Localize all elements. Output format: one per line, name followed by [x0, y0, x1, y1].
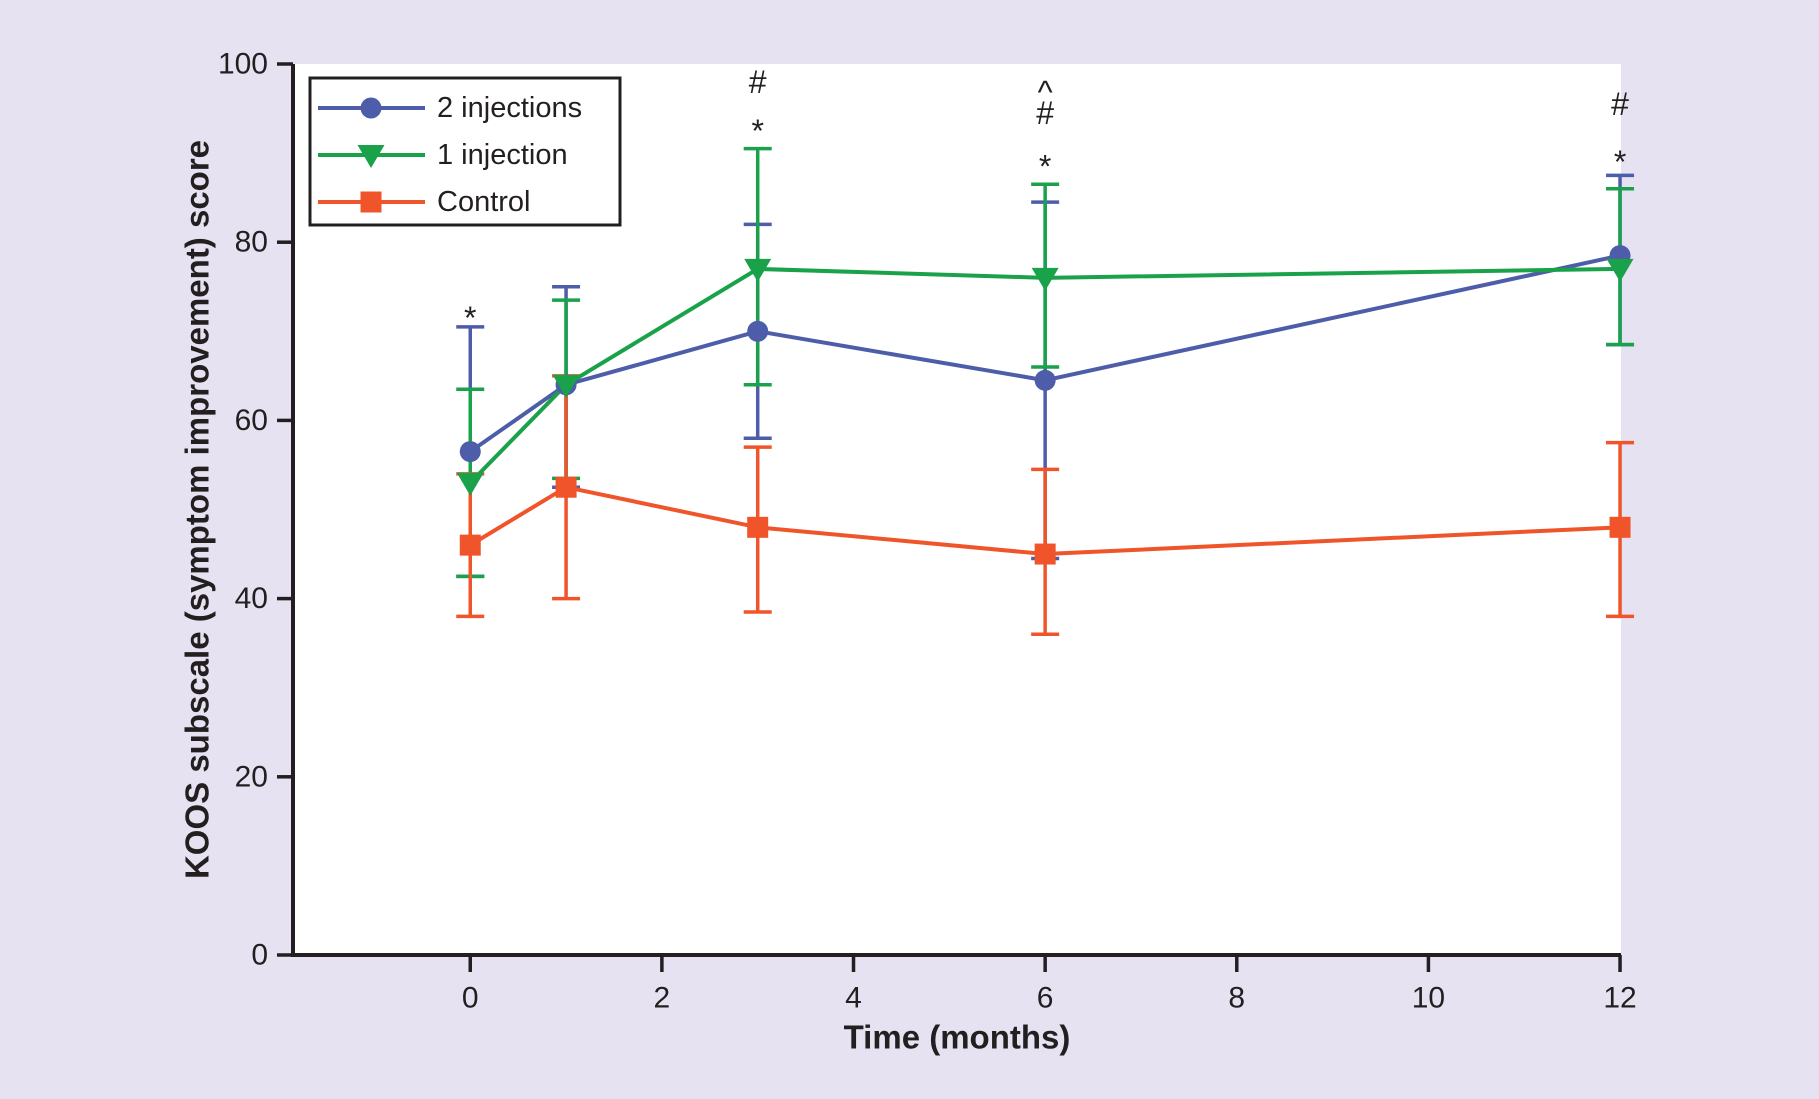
square-marker: [555, 476, 577, 498]
triangle-down-marker: [1606, 258, 1634, 282]
x-tick-label: 8: [1228, 982, 1245, 1015]
series-markers-control: [459, 476, 1631, 565]
legend-label: Control: [437, 186, 531, 218]
significance-caret: ^: [1038, 74, 1053, 110]
circle-marker: [1034, 369, 1056, 391]
y-tick-label: 60: [235, 404, 268, 437]
triangle-down-marker: [744, 258, 772, 282]
significance-asterisk: *: [1614, 144, 1626, 180]
circle-marker: [459, 441, 481, 463]
x-tick-label: 2: [654, 982, 671, 1015]
y-tick-label: 0: [251, 939, 268, 972]
circle-marker: [747, 320, 769, 342]
legend: 2 injections 1 injection Control: [308, 76, 622, 227]
square-marker: [459, 534, 481, 556]
significance-asterisk: *: [1039, 149, 1051, 185]
significance-hash: #: [1611, 86, 1629, 122]
x-axis-ticks: 0 2 4 6 8 10 12: [462, 955, 1637, 1015]
x-tick-label: 10: [1412, 982, 1445, 1015]
significance-annotations: *#*^#*#*: [464, 64, 1629, 336]
y-axis-title: KOOS subscale (symptom improvement) scor…: [179, 140, 216, 879]
legend-item-1-injection: 1 injection: [318, 139, 568, 171]
triangle-down-marker: [552, 374, 580, 398]
y-tick-label: 100: [218, 48, 268, 81]
triangle-down-marker: [456, 472, 484, 496]
x-tick-label: 12: [1603, 982, 1636, 1015]
legend-label: 1 injection: [437, 139, 568, 171]
square-marker: [1034, 543, 1056, 565]
square-marker: [1609, 516, 1631, 538]
triangle-down-marker: [1031, 267, 1059, 291]
y-tick-label: 20: [235, 760, 268, 793]
significance-asterisk: *: [464, 300, 476, 336]
legend-label: 2 injections: [437, 92, 582, 124]
square-marker: [360, 191, 382, 213]
y-axis-ticks: 0 20 40 60 80 100: [218, 48, 293, 972]
triangle-down-marker: [357, 145, 385, 168]
square-marker: [747, 516, 769, 538]
x-tick-label: 6: [1037, 982, 1054, 1015]
significance-hash: #: [749, 64, 767, 100]
significance-hash: #: [1036, 95, 1054, 131]
series-markers-1-injection: [456, 258, 1634, 496]
circle-marker: [360, 97, 382, 119]
legend-item-control: Control: [318, 186, 531, 218]
significance-asterisk: *: [751, 113, 763, 149]
x-tick-label: 4: [845, 982, 862, 1015]
y-tick-label: 40: [235, 582, 268, 615]
y-tick-label: 80: [235, 226, 268, 259]
legend-item-2-injections: 2 injections: [318, 92, 582, 124]
x-tick-label: 0: [462, 982, 479, 1015]
x-axis-title: Time (months): [844, 1019, 1071, 1056]
